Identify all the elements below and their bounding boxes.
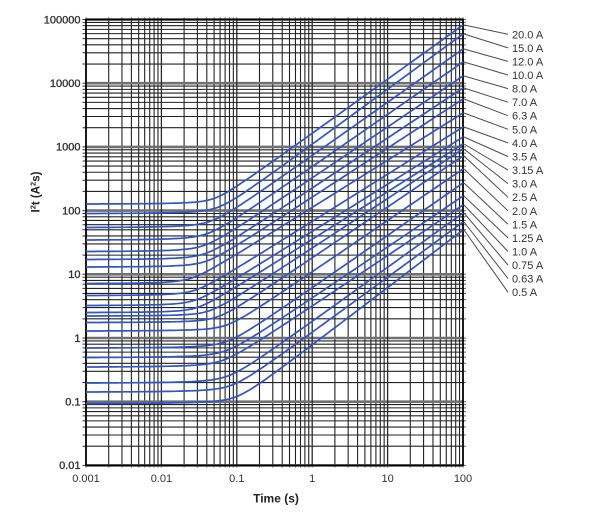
svg-text:100: 100 xyxy=(62,205,80,217)
svg-text:0.1: 0.1 xyxy=(229,473,244,485)
svg-text:5.0 A: 5.0 A xyxy=(512,124,538,136)
svg-text:10: 10 xyxy=(381,473,393,485)
svg-text:0.1: 0.1 xyxy=(65,397,80,409)
svg-text:0.5 A: 0.5 A xyxy=(512,287,538,299)
svg-text:1: 1 xyxy=(74,333,80,345)
svg-text:0.63 A: 0.63 A xyxy=(512,274,544,286)
svg-text:6.3 A: 6.3 A xyxy=(512,111,538,123)
svg-text:100000: 100000 xyxy=(44,14,81,26)
svg-text:1: 1 xyxy=(309,473,315,485)
svg-text:8.0 A: 8.0 A xyxy=(512,84,538,96)
svg-text:I2t (A2s): I2t (A2s) xyxy=(29,171,43,212)
svg-text:0.001: 0.001 xyxy=(72,473,100,485)
svg-text:1.5 A: 1.5 A xyxy=(512,219,538,231)
svg-text:10.0 A: 10.0 A xyxy=(512,70,544,82)
svg-text:2.0 A: 2.0 A xyxy=(512,206,538,218)
svg-text:12.0 A: 12.0 A xyxy=(512,56,544,68)
svg-text:3.15 A: 3.15 A xyxy=(512,165,544,177)
svg-text:10: 10 xyxy=(68,269,80,281)
svg-text:1.0 A: 1.0 A xyxy=(512,247,538,259)
svg-text:3.5 A: 3.5 A xyxy=(512,152,538,164)
svg-text:0.75 A: 0.75 A xyxy=(512,260,544,272)
svg-text:3.0 A: 3.0 A xyxy=(512,179,538,191)
svg-text:10000: 10000 xyxy=(50,78,81,90)
svg-text:Time (s): Time (s) xyxy=(253,492,299,506)
svg-text:0.01: 0.01 xyxy=(151,473,172,485)
svg-text:20.0 A: 20.0 A xyxy=(512,29,544,41)
svg-text:1.25 A: 1.25 A xyxy=(512,233,544,245)
svg-text:4.0 A: 4.0 A xyxy=(512,138,538,150)
svg-text:1000: 1000 xyxy=(56,142,80,154)
svg-text:15.0 A: 15.0 A xyxy=(512,43,544,55)
svg-text:0.01: 0.01 xyxy=(59,460,80,472)
svg-text:7.0 A: 7.0 A xyxy=(512,97,538,109)
svg-text:100: 100 xyxy=(454,473,472,485)
svg-text:2.5 A: 2.5 A xyxy=(512,192,538,204)
